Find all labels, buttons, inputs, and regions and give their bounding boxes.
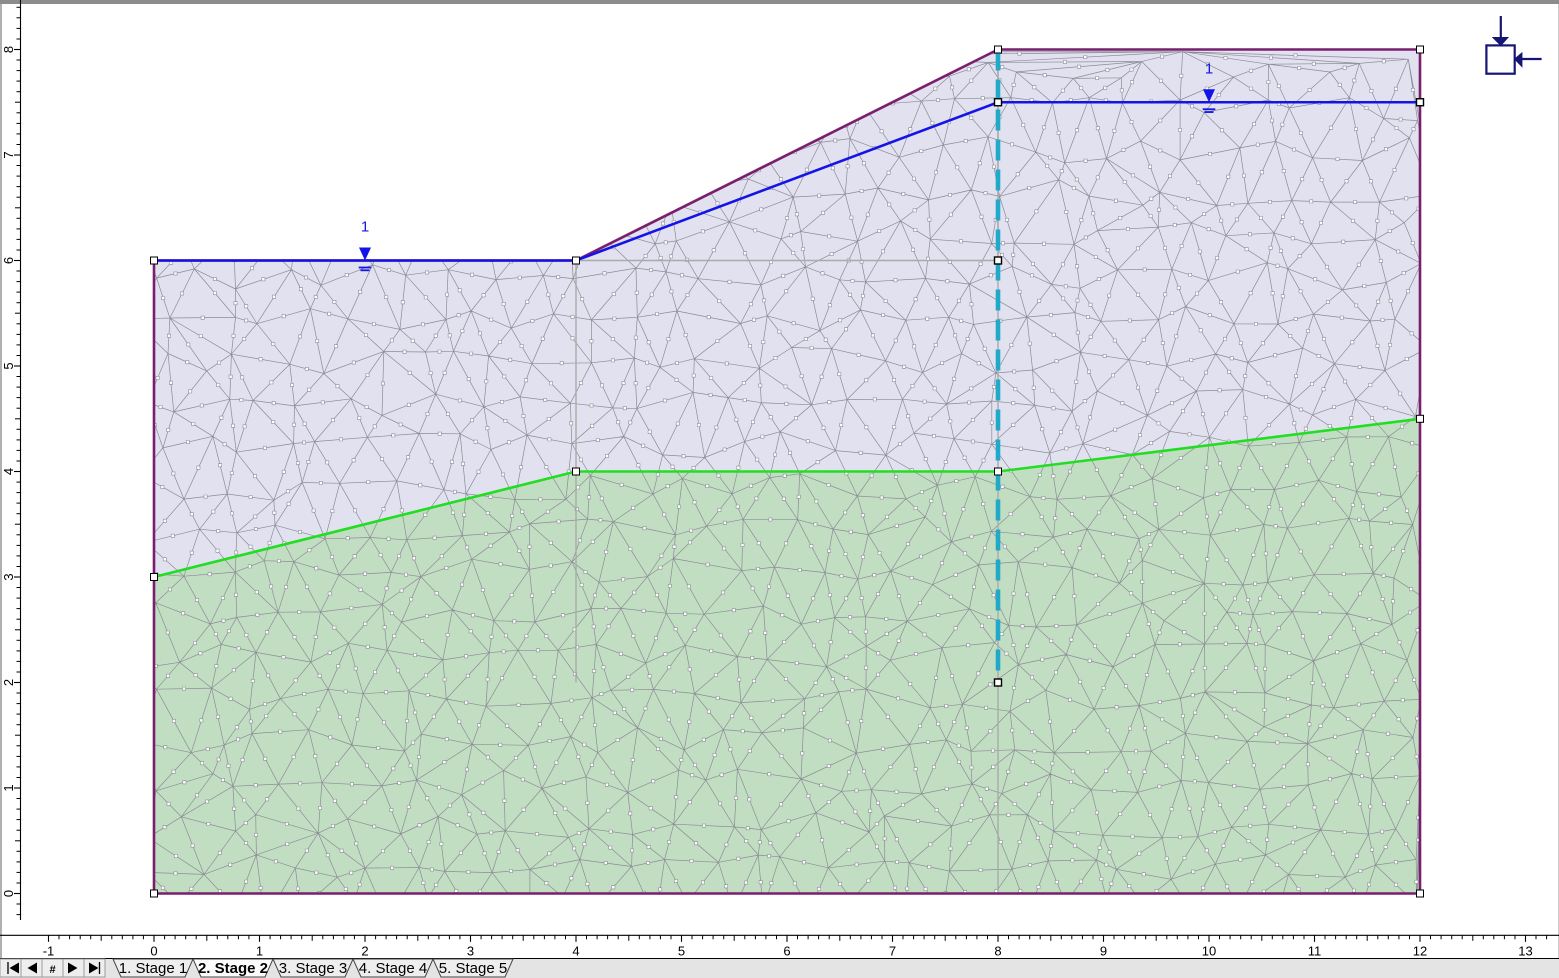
svg-text:1: 1 [256,943,263,958]
svg-text:3. Stage 3: 3. Stage 3 [279,960,347,977]
svg-text:3: 3 [467,943,474,958]
svg-text:1. Stage 1: 1. Stage 1 [119,960,187,977]
svg-text:#: # [49,964,55,976]
svg-text:0: 0 [150,943,157,958]
svg-text:11: 11 [1308,943,1322,958]
svg-text:4: 4 [1,468,16,475]
svg-text:3: 3 [1,573,16,580]
svg-text:0: 0 [1,890,16,897]
svg-text:4: 4 [572,943,579,958]
svg-text:2. Stage 2: 2. Stage 2 [198,960,268,977]
svg-text:9: 9 [1100,943,1107,958]
svg-text:13: 13 [1518,943,1532,958]
svg-text:6: 6 [1,257,16,264]
svg-text:12: 12 [1413,943,1427,958]
svg-text:6: 6 [783,943,790,958]
svg-text:8: 8 [1,46,16,53]
svg-text:4. Stage 4: 4. Stage 4 [359,960,427,977]
svg-text:8: 8 [994,943,1001,958]
svg-text:10: 10 [1202,943,1216,958]
svg-text:7: 7 [889,943,896,958]
svg-text:5: 5 [678,943,685,958]
svg-text:5: 5 [1,362,16,369]
svg-text:7: 7 [1,151,16,158]
svg-text:-1: -1 [43,943,55,958]
svg-text:2: 2 [1,679,16,686]
svg-text:2: 2 [361,943,368,958]
svg-text:1: 1 [1,784,16,791]
svg-text:5. Stage 5: 5. Stage 5 [439,960,507,977]
